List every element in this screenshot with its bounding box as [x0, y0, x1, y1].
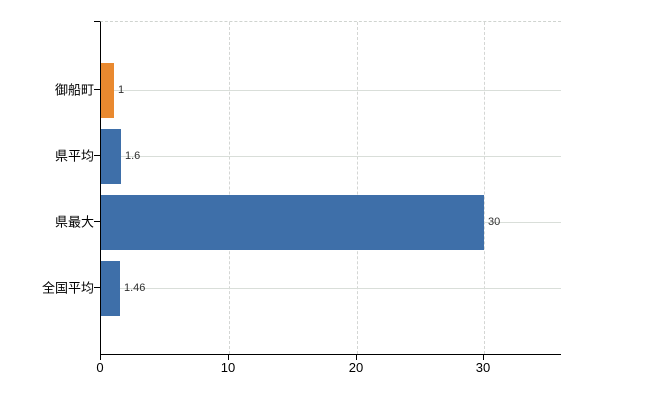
bar-0	[101, 62, 114, 118]
x-axis-tick-label: 0	[96, 360, 104, 375]
bar-value-label: 1.46	[124, 282, 146, 294]
vertical-gridline	[229, 22, 230, 354]
vertical-gridline	[484, 22, 485, 354]
horizontal-gridline	[101, 90, 561, 91]
y-axis-end-tick	[94, 21, 100, 22]
x-axis-tick	[228, 354, 229, 360]
bar-2	[101, 194, 484, 250]
y-axis-tick	[94, 89, 100, 90]
y-axis-tick	[94, 221, 100, 222]
horizontal-gridline	[101, 288, 561, 289]
y-axis-tick	[94, 155, 100, 156]
bar-1	[101, 128, 121, 184]
bar-value-label: 30	[488, 216, 501, 228]
horizontal-gridline	[101, 156, 561, 157]
x-axis-tick-label: 30	[475, 360, 491, 375]
x-axis-tick	[100, 354, 101, 360]
y-axis-tick	[94, 287, 100, 288]
x-axis-tick-label: 20	[348, 360, 364, 375]
plot-area: 1 1.6 30 1.46	[100, 21, 561, 355]
x-axis-tick-label: 10	[220, 360, 236, 375]
bar-3	[101, 260, 120, 316]
x-axis-tick	[356, 354, 357, 360]
x-axis-tick	[483, 354, 484, 360]
category-label: 県平均	[54, 148, 94, 164]
bar-value-label: 1	[118, 84, 125, 96]
bar-value-label: 1.6	[125, 150, 141, 162]
category-label: 県最大	[54, 214, 94, 230]
category-label: 全国平均	[41, 280, 94, 296]
vertical-gridline	[357, 22, 358, 354]
category-label: 御船町	[54, 82, 94, 98]
